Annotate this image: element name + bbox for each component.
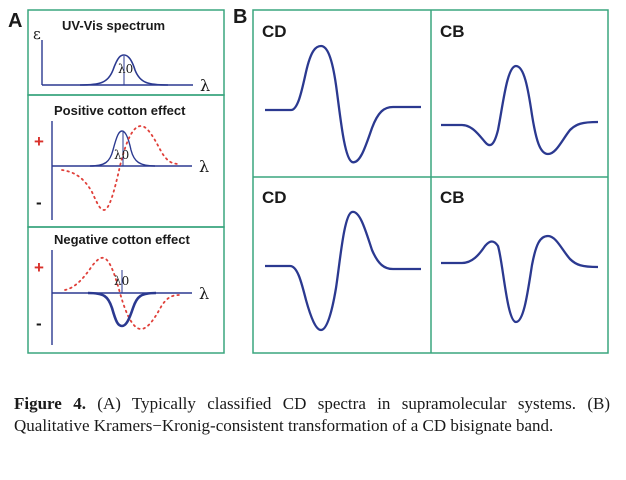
caption-lead: Figure 4. xyxy=(14,394,86,413)
cell-top-left-label: CD xyxy=(262,22,287,41)
negative-cotton-box xyxy=(27,226,225,354)
cb-curve-top xyxy=(441,64,599,156)
negative-cotton-title: Negative cotton effect xyxy=(54,232,190,247)
positive-minus-sign: - xyxy=(36,193,42,212)
cell-top-right-label: CB xyxy=(440,22,465,41)
uvvis-absorption-band xyxy=(79,54,169,86)
positive-absorption-band xyxy=(89,130,156,167)
positive-cotton-title: Positive cotton effect xyxy=(54,103,186,118)
positive-lambda-label: λ xyxy=(199,157,209,176)
panel-b-letter: B xyxy=(233,6,247,28)
negative-lambda-label: λ xyxy=(199,284,209,303)
negative-absorption-band xyxy=(87,291,157,328)
positive-cd-dotted-curve xyxy=(61,125,181,211)
negative-minus-sign: - xyxy=(36,314,42,333)
negative-plus-sign: + xyxy=(34,258,44,277)
caption-text: (A) Typically classified CD spectra in s… xyxy=(14,394,610,435)
figure-caption: Figure 4. (A) Typically classified CD sp… xyxy=(14,393,610,437)
uvvis-lambda-label: λ xyxy=(200,76,210,95)
uvvis-title: UV-Vis spectrum xyxy=(62,18,165,33)
cell-bottom-left-label: CD xyxy=(262,188,287,207)
cd-bisignate-curve-bottom xyxy=(265,210,421,332)
uvvis-epsilon-label: ε xyxy=(33,25,41,43)
positive-lambda0-label: λ0 xyxy=(114,148,129,162)
positive-plus-sign: + xyxy=(34,132,44,151)
negative-lambda0-label: λ0 xyxy=(114,274,129,288)
cd-bisignate-curve-top xyxy=(265,44,421,164)
figure-4-graphic: A UV-Vis spectrum ε λ λ0 Positive cotton… xyxy=(8,6,609,354)
cell-bottom-right-label: CB xyxy=(440,188,465,207)
cb-curve-bottom xyxy=(441,234,599,324)
uvvis-lambda0-label: λ0 xyxy=(118,62,133,76)
panel-a-letter: A xyxy=(8,10,22,32)
